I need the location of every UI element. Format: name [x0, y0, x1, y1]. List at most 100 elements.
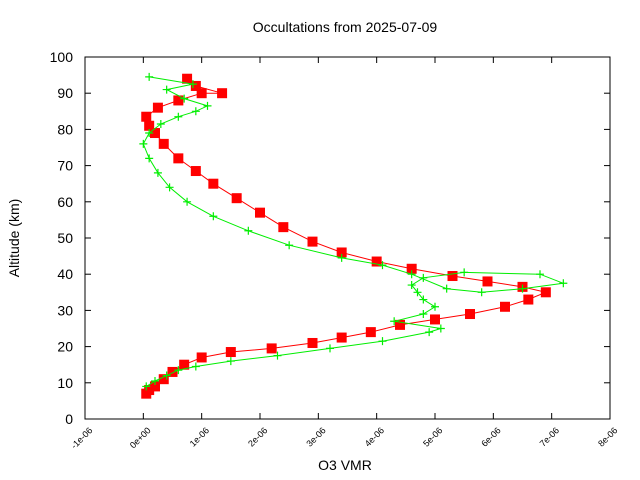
- data-point: [190, 166, 201, 177]
- data-point: [180, 94, 189, 103]
- data-point: [226, 357, 235, 366]
- data-point: [266, 343, 277, 354]
- data-point: [419, 295, 428, 304]
- data-point: [336, 247, 347, 258]
- data-point: [173, 95, 184, 106]
- data-point: [191, 107, 200, 116]
- data-point: [365, 327, 376, 338]
- data-point: [151, 376, 159, 385]
- x-axis-label: O3 VMR: [318, 457, 372, 473]
- x-tick-label: 4e-06: [363, 425, 386, 448]
- data-point: [190, 80, 201, 91]
- y-tick-label: 40: [57, 266, 73, 282]
- data-point: [196, 352, 207, 363]
- data-point: [500, 301, 510, 312]
- series-1: [139, 72, 568, 391]
- data-point: [179, 359, 190, 370]
- y-tick-label: 10: [57, 375, 73, 391]
- data-point: [162, 371, 171, 380]
- data-point: [425, 328, 434, 337]
- x-tick-label: 2e-06: [246, 425, 269, 448]
- x-tick-label: -1e-06: [69, 425, 94, 450]
- y-tick-label: 60: [57, 194, 73, 210]
- x-tick-label: 3e-06: [304, 425, 327, 448]
- data-point: [158, 138, 169, 149]
- data-point: [174, 366, 183, 375]
- data-point: [156, 119, 165, 128]
- data-point: [208, 178, 219, 189]
- data-point: [307, 236, 318, 247]
- data-point: [407, 270, 416, 279]
- data-point: [150, 381, 160, 392]
- data-point: [378, 261, 387, 270]
- data-point: [231, 193, 242, 204]
- data-point: [244, 226, 253, 235]
- data-point: [378, 337, 387, 346]
- data-point: [540, 287, 551, 298]
- data-point: [225, 347, 236, 358]
- y-tick-label: 70: [57, 158, 73, 174]
- data-point: [442, 284, 451, 293]
- y-tick-label: 50: [57, 230, 73, 246]
- data-point: [419, 273, 428, 282]
- data-point: [337, 253, 346, 262]
- data-point: [144, 385, 155, 396]
- data-point: [406, 263, 417, 274]
- data-point: [182, 73, 193, 84]
- data-point: [152, 102, 163, 113]
- data-point: [209, 212, 218, 221]
- data-point: [482, 276, 493, 287]
- data-point: [477, 288, 486, 297]
- data-point: [436, 324, 445, 333]
- data-point: [167, 366, 178, 377]
- series-line: [142, 76, 564, 387]
- data-point: [465, 309, 475, 320]
- data-point: [183, 197, 192, 206]
- data-point: [523, 294, 534, 305]
- data-point: [174, 112, 183, 121]
- y-tick-label: 90: [57, 85, 73, 101]
- data-point: [395, 319, 405, 330]
- data-point: [336, 332, 347, 343]
- data-point: [145, 154, 154, 163]
- data-point: [326, 344, 334, 353]
- data-point: [559, 279, 568, 288]
- y-tick-label: 30: [57, 302, 73, 318]
- series-0: [141, 73, 551, 399]
- data-point: [447, 271, 458, 282]
- x-tick-label: 7e-06: [538, 425, 561, 448]
- data-point: [430, 314, 440, 325]
- x-tick-label: 0e+00: [128, 425, 153, 450]
- data-point: [431, 302, 439, 311]
- data-point: [518, 284, 527, 293]
- y-tick-label: 80: [57, 121, 73, 137]
- data-point: [413, 288, 422, 297]
- chart-title: Occultations from 2025-07-09: [253, 19, 438, 35]
- data-point: [217, 88, 228, 99]
- data-point: [191, 362, 200, 371]
- data-point: [203, 101, 212, 110]
- data-point: [142, 382, 151, 391]
- data-point: [371, 256, 382, 267]
- data-point: [153, 168, 162, 177]
- data-point: [273, 351, 282, 360]
- data-point: [419, 310, 428, 319]
- data-point: [307, 337, 318, 348]
- data-point: [165, 183, 174, 192]
- data-point: [139, 139, 148, 148]
- data-point: [141, 111, 152, 122]
- x-tick-label: 8e-06: [596, 425, 619, 448]
- data-point: [173, 153, 184, 164]
- series-layer: [139, 72, 568, 399]
- plot-area-frame: [84, 56, 611, 420]
- data-point: [278, 222, 289, 233]
- data-point: [158, 374, 169, 385]
- data-point: [145, 72, 154, 81]
- x-tick-label: 6e-06: [479, 425, 502, 448]
- data-point: [145, 129, 154, 138]
- data-point: [390, 317, 399, 326]
- x-tick-label: 1e-06: [188, 425, 211, 448]
- data-point: [196, 88, 207, 99]
- y-tick-label: 100: [50, 49, 74, 65]
